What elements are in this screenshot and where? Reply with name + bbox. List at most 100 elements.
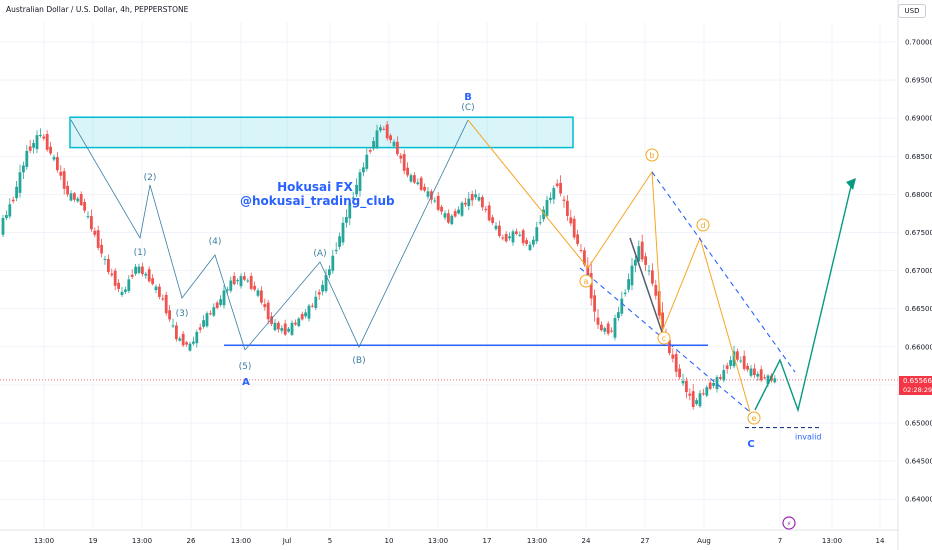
candle — [307, 304, 311, 322]
last-price-value: 0.65566 — [903, 377, 932, 385]
candle — [389, 133, 392, 144]
candle — [763, 374, 766, 380]
candle — [5, 210, 8, 221]
candle — [52, 154, 56, 162]
orange-label-circle — [657, 331, 671, 345]
candle — [695, 397, 698, 406]
y-tick-label: 0.65000 — [905, 420, 932, 428]
candle — [419, 175, 423, 192]
candle — [708, 379, 712, 391]
x-tick-label: 19 — [89, 537, 98, 545]
candle — [273, 318, 277, 332]
wave-annotations — [70, 119, 856, 413]
y-tick-label: 0.64500 — [905, 458, 932, 466]
candle — [746, 363, 749, 372]
candle — [154, 284, 158, 294]
x-tick-label: 24 — [582, 537, 591, 545]
candle — [759, 365, 763, 383]
candle — [161, 294, 165, 301]
candle — [324, 269, 328, 294]
candle — [640, 234, 644, 263]
watermark-line1: Hokusai FX — [277, 180, 353, 194]
candle — [511, 229, 515, 246]
candle — [110, 268, 114, 278]
y-tick-label: 0.67000 — [905, 267, 932, 275]
candle — [215, 300, 219, 310]
candle — [756, 371, 760, 381]
candle — [355, 178, 358, 197]
candle — [494, 221, 498, 231]
candle — [521, 228, 525, 247]
candle — [722, 364, 726, 383]
y-tick-label: 0.66000 — [905, 343, 932, 351]
candle — [134, 264, 137, 276]
candle — [515, 228, 518, 236]
candle — [280, 325, 284, 334]
candle — [283, 319, 287, 337]
candle — [56, 152, 59, 173]
candle — [90, 209, 93, 232]
lightning-glyph: ⚡ — [787, 520, 792, 528]
candle — [450, 214, 454, 226]
candle — [447, 209, 450, 225]
candle — [610, 327, 613, 333]
candle — [171, 318, 175, 328]
candle — [117, 279, 120, 292]
candle — [742, 350, 746, 371]
wave-c-arrow — [629, 237, 663, 333]
candle — [501, 234, 505, 241]
candle — [538, 215, 542, 226]
candle — [525, 237, 528, 246]
candle — [399, 152, 403, 164]
wave-label: (3) — [176, 309, 189, 319]
chart-title: Australian Dollar / U.S. Dollar, 4h, PEP… — [6, 5, 189, 14]
zone-layer: invalid — [0, 116, 898, 442]
candle — [168, 305, 171, 322]
candle — [311, 303, 314, 308]
lightning-icon — [782, 516, 796, 530]
projection-path — [754, 181, 853, 413]
candle — [528, 241, 532, 252]
candle — [229, 276, 233, 293]
candle — [11, 196, 15, 204]
candle — [124, 286, 127, 294]
wave-triangle-line-1 — [467, 119, 663, 333]
candle — [535, 221, 539, 244]
candle — [719, 374, 722, 381]
candle — [141, 262, 144, 277]
candle — [579, 243, 583, 253]
candle — [464, 197, 467, 207]
candle — [76, 196, 80, 203]
candle — [362, 162, 365, 177]
orange-wave-label: c — [662, 334, 666, 343]
wave-label: (5) — [239, 362, 252, 372]
candle — [297, 316, 301, 328]
candle — [504, 231, 508, 243]
candle — [372, 136, 375, 151]
candle — [749, 364, 753, 378]
candle — [426, 186, 430, 200]
candle — [25, 145, 29, 170]
wave-label: (B) — [352, 356, 365, 366]
candle — [100, 238, 103, 258]
candle — [219, 295, 222, 307]
candle — [467, 192, 471, 211]
candle — [678, 364, 681, 380]
candle — [477, 193, 481, 202]
candle — [147, 266, 151, 283]
candle — [379, 124, 382, 133]
candle — [498, 220, 501, 238]
wave-label: (4) — [209, 237, 222, 247]
candle — [385, 120, 389, 141]
candle — [113, 268, 117, 291]
candle — [681, 373, 685, 387]
candle — [130, 269, 134, 279]
x-tick-label: 13:00 — [132, 537, 152, 545]
candle — [263, 298, 267, 311]
candle — [304, 309, 307, 319]
y-tick-label: 0.70000 — [905, 39, 932, 47]
channel-upper — [651, 171, 796, 373]
candle — [73, 191, 76, 203]
